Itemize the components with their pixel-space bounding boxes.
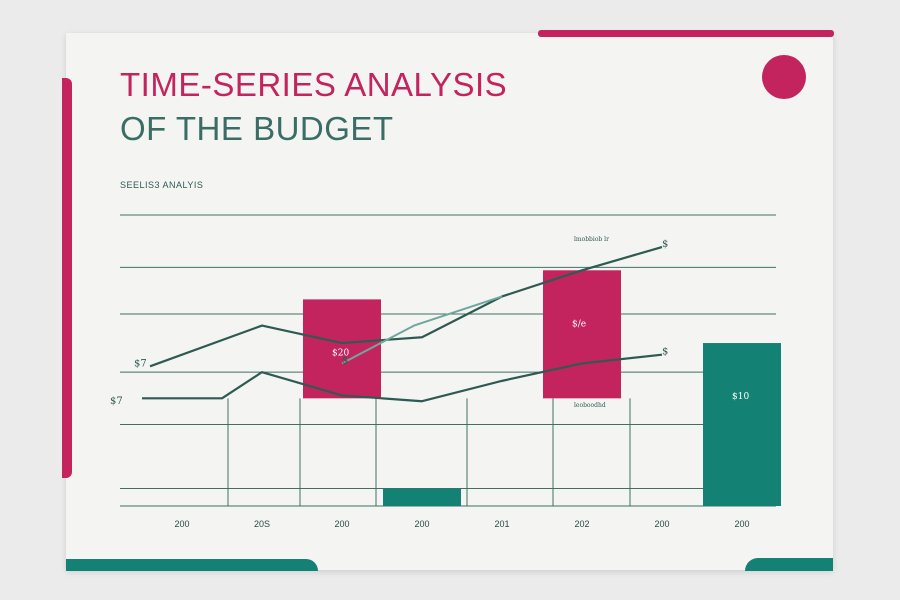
data-annotation: $ bbox=[662, 239, 668, 250]
x-tick-label: 200 bbox=[654, 519, 669, 529]
data-annotation: $7 bbox=[110, 396, 123, 407]
bar bbox=[383, 488, 461, 506]
accent-bar-left bbox=[62, 78, 72, 478]
accent-bar-bottom-right bbox=[745, 558, 833, 571]
bar-label: $/e bbox=[572, 319, 586, 329]
x-tick-label: 200 bbox=[734, 519, 749, 529]
bar-label: $20 bbox=[332, 348, 349, 358]
bar bbox=[703, 343, 781, 506]
series-line bbox=[142, 353, 663, 403]
chart-title-line1: TIME-SERIES ANALYSIS bbox=[120, 66, 508, 103]
accent-bar-top bbox=[538, 30, 834, 37]
series-line bbox=[341, 295, 503, 365]
bar bbox=[543, 270, 621, 399]
x-tick-label: 200 bbox=[174, 519, 189, 529]
data-annotation: $7 bbox=[134, 358, 147, 369]
x-tick-label: 201 bbox=[494, 519, 509, 529]
x-tick-label: 200 bbox=[414, 519, 429, 529]
chart-subtitle: SEELIS3 ANALYIS bbox=[120, 180, 204, 190]
accent-dot bbox=[762, 55, 806, 99]
bar-label: $10 bbox=[732, 392, 749, 402]
x-tick-label: 202 bbox=[574, 519, 589, 529]
accent-bar-bottom-left bbox=[66, 559, 318, 571]
data-annotation: $ bbox=[662, 347, 668, 358]
x-tick-label: 20S bbox=[254, 519, 270, 529]
data-annotation: $ bbox=[342, 355, 348, 366]
series-line bbox=[149, 245, 663, 368]
data-annotation: leoboodhd bbox=[574, 402, 606, 409]
chart-title-line2: OF THE BUDGET bbox=[120, 110, 394, 147]
x-tick-label: 200 bbox=[334, 519, 349, 529]
data-annotation: lmobbiob lr bbox=[574, 236, 609, 243]
